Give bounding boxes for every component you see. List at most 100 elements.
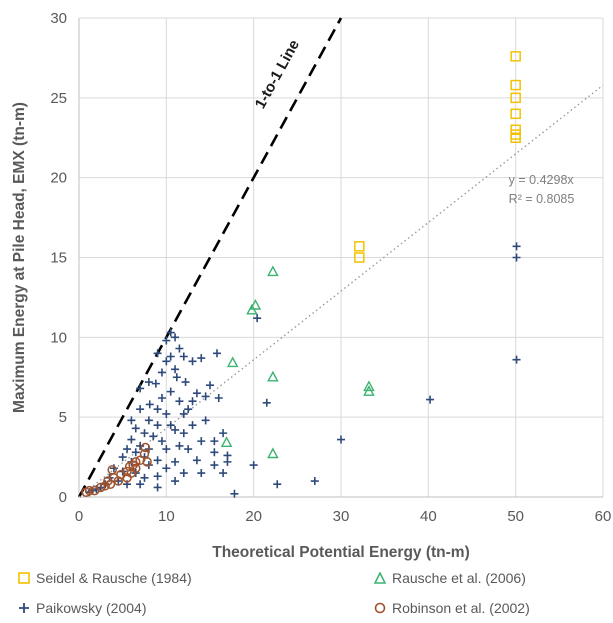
data-point-plus [219, 429, 228, 438]
x-tick-label: 0 [75, 508, 83, 525]
y-tick-label: 20 [50, 170, 67, 187]
data-point-plus [179, 409, 188, 418]
data-point-plus [140, 429, 149, 438]
data-point-circle [131, 463, 141, 474]
legend-label: Seidel & Rausche (1984) [36, 570, 192, 586]
data-point-circle [139, 449, 150, 459]
data-point-plus [188, 421, 197, 430]
data-point-plus [426, 395, 435, 404]
data-point-circle [142, 457, 152, 467]
data-point-plus [166, 421, 175, 430]
data-point-triangle [363, 385, 375, 396]
data-point-plus [166, 352, 175, 361]
data-point-plus [136, 405, 145, 414]
triangle-marker-icon [374, 572, 386, 584]
data-point-plus [140, 473, 149, 482]
data-point-plus [219, 469, 228, 478]
trendline [78, 84, 604, 498]
data-point-plus [144, 416, 153, 425]
data-point-plus [157, 394, 166, 403]
data-point-circle [84, 485, 95, 496]
data-point-circle [140, 442, 151, 453]
data-point-plus [212, 349, 221, 358]
plus-marker-icon [19, 603, 29, 613]
data-point-square [510, 108, 521, 120]
data-point-plus [149, 432, 158, 441]
data-point-triangle [267, 447, 279, 459]
data-point-plus [206, 381, 214, 390]
data-point-square [510, 79, 521, 91]
data-point-circle [96, 482, 106, 493]
data-point-plus [145, 400, 154, 409]
y-tick-label: 25 [50, 90, 67, 107]
data-point-plus [184, 405, 193, 414]
data-point-plus [123, 445, 132, 454]
data-point-plus [273, 480, 282, 489]
data-point-plus [153, 349, 162, 358]
data-point-plus [214, 394, 223, 403]
x-axis-title: Theoretical Potential Energy (tn-m) [212, 544, 470, 561]
data-point-triangle [226, 356, 239, 368]
data-point-plus [210, 448, 219, 457]
data-point-triangle [363, 380, 375, 392]
x-tick-label: 60 [595, 508, 612, 525]
data-point-plus [171, 457, 180, 466]
data-point-plus [171, 365, 180, 374]
data-point-triangle [267, 370, 279, 382]
data-point-plus [166, 328, 175, 337]
data-point-plus [144, 378, 153, 387]
data-point-plus [153, 421, 162, 430]
legend-label: Paikowsky (2004) [36, 600, 147, 616]
data-point-plus [192, 456, 201, 465]
data-point-plus [153, 405, 162, 414]
axes [78, 18, 603, 498]
data-point-plus [153, 483, 162, 492]
data-point-plus [162, 445, 171, 454]
data-point-plus [175, 344, 184, 353]
data-point-plus [171, 333, 180, 342]
data-point-plus [131, 448, 140, 457]
data-point-plus [172, 373, 181, 382]
data-point-plus [157, 437, 166, 446]
x-tick-label: 50 [507, 508, 524, 525]
data-point-plus [162, 409, 171, 418]
data-point-plus [162, 336, 171, 345]
data-point-plus [197, 469, 206, 478]
data-point-plus [175, 441, 184, 450]
legend-item-robinson: Robinson et al. (2002) [374, 600, 530, 616]
legend-label: Robinson et al. (2002) [392, 600, 530, 616]
legend: Seidel & Rausche (1984) Rausche et al. (… [18, 570, 608, 620]
series-plus [85, 242, 521, 498]
data-point-plus [171, 425, 180, 434]
data-point-triangle [249, 298, 262, 310]
trendline-equation: y = 0.4298x [509, 173, 575, 187]
data-point-square [354, 241, 365, 252]
data-point-square [510, 132, 521, 143]
y-tick-labels: 0 5 10 15 20 25 30 [50, 10, 67, 506]
data-point-plus [179, 469, 188, 478]
x-tick-labels: 0 10 20 30 40 50 60 [75, 508, 612, 525]
data-point-plus [162, 464, 171, 473]
data-point-circle [100, 481, 110, 491]
data-point-square [510, 51, 521, 62]
data-point-circle [122, 466, 132, 477]
data-point-plus [127, 435, 136, 444]
data-point-plus [188, 397, 197, 406]
data-point-plus [262, 398, 271, 407]
data-point-plus [512, 253, 521, 262]
y-tick-label: 0 [59, 489, 67, 506]
data-point-circle [107, 465, 117, 475]
data-point-plus [197, 354, 206, 363]
data-point-plus [136, 480, 145, 489]
trendline-r2: R² = 0.8085 [509, 192, 575, 206]
circle-marker-icon [374, 602, 386, 614]
y-tick-label: 30 [50, 10, 67, 27]
legend-item-paikowsky: Paikowsky (2004) [18, 600, 147, 616]
square-marker-icon [18, 572, 30, 584]
data-point-plus [127, 416, 136, 425]
one-to-one-dashed-line [77, 17, 343, 498]
data-point-plus [157, 368, 166, 377]
data-point-plus [179, 352, 188, 361]
x-tick-label: 30 [333, 508, 350, 525]
